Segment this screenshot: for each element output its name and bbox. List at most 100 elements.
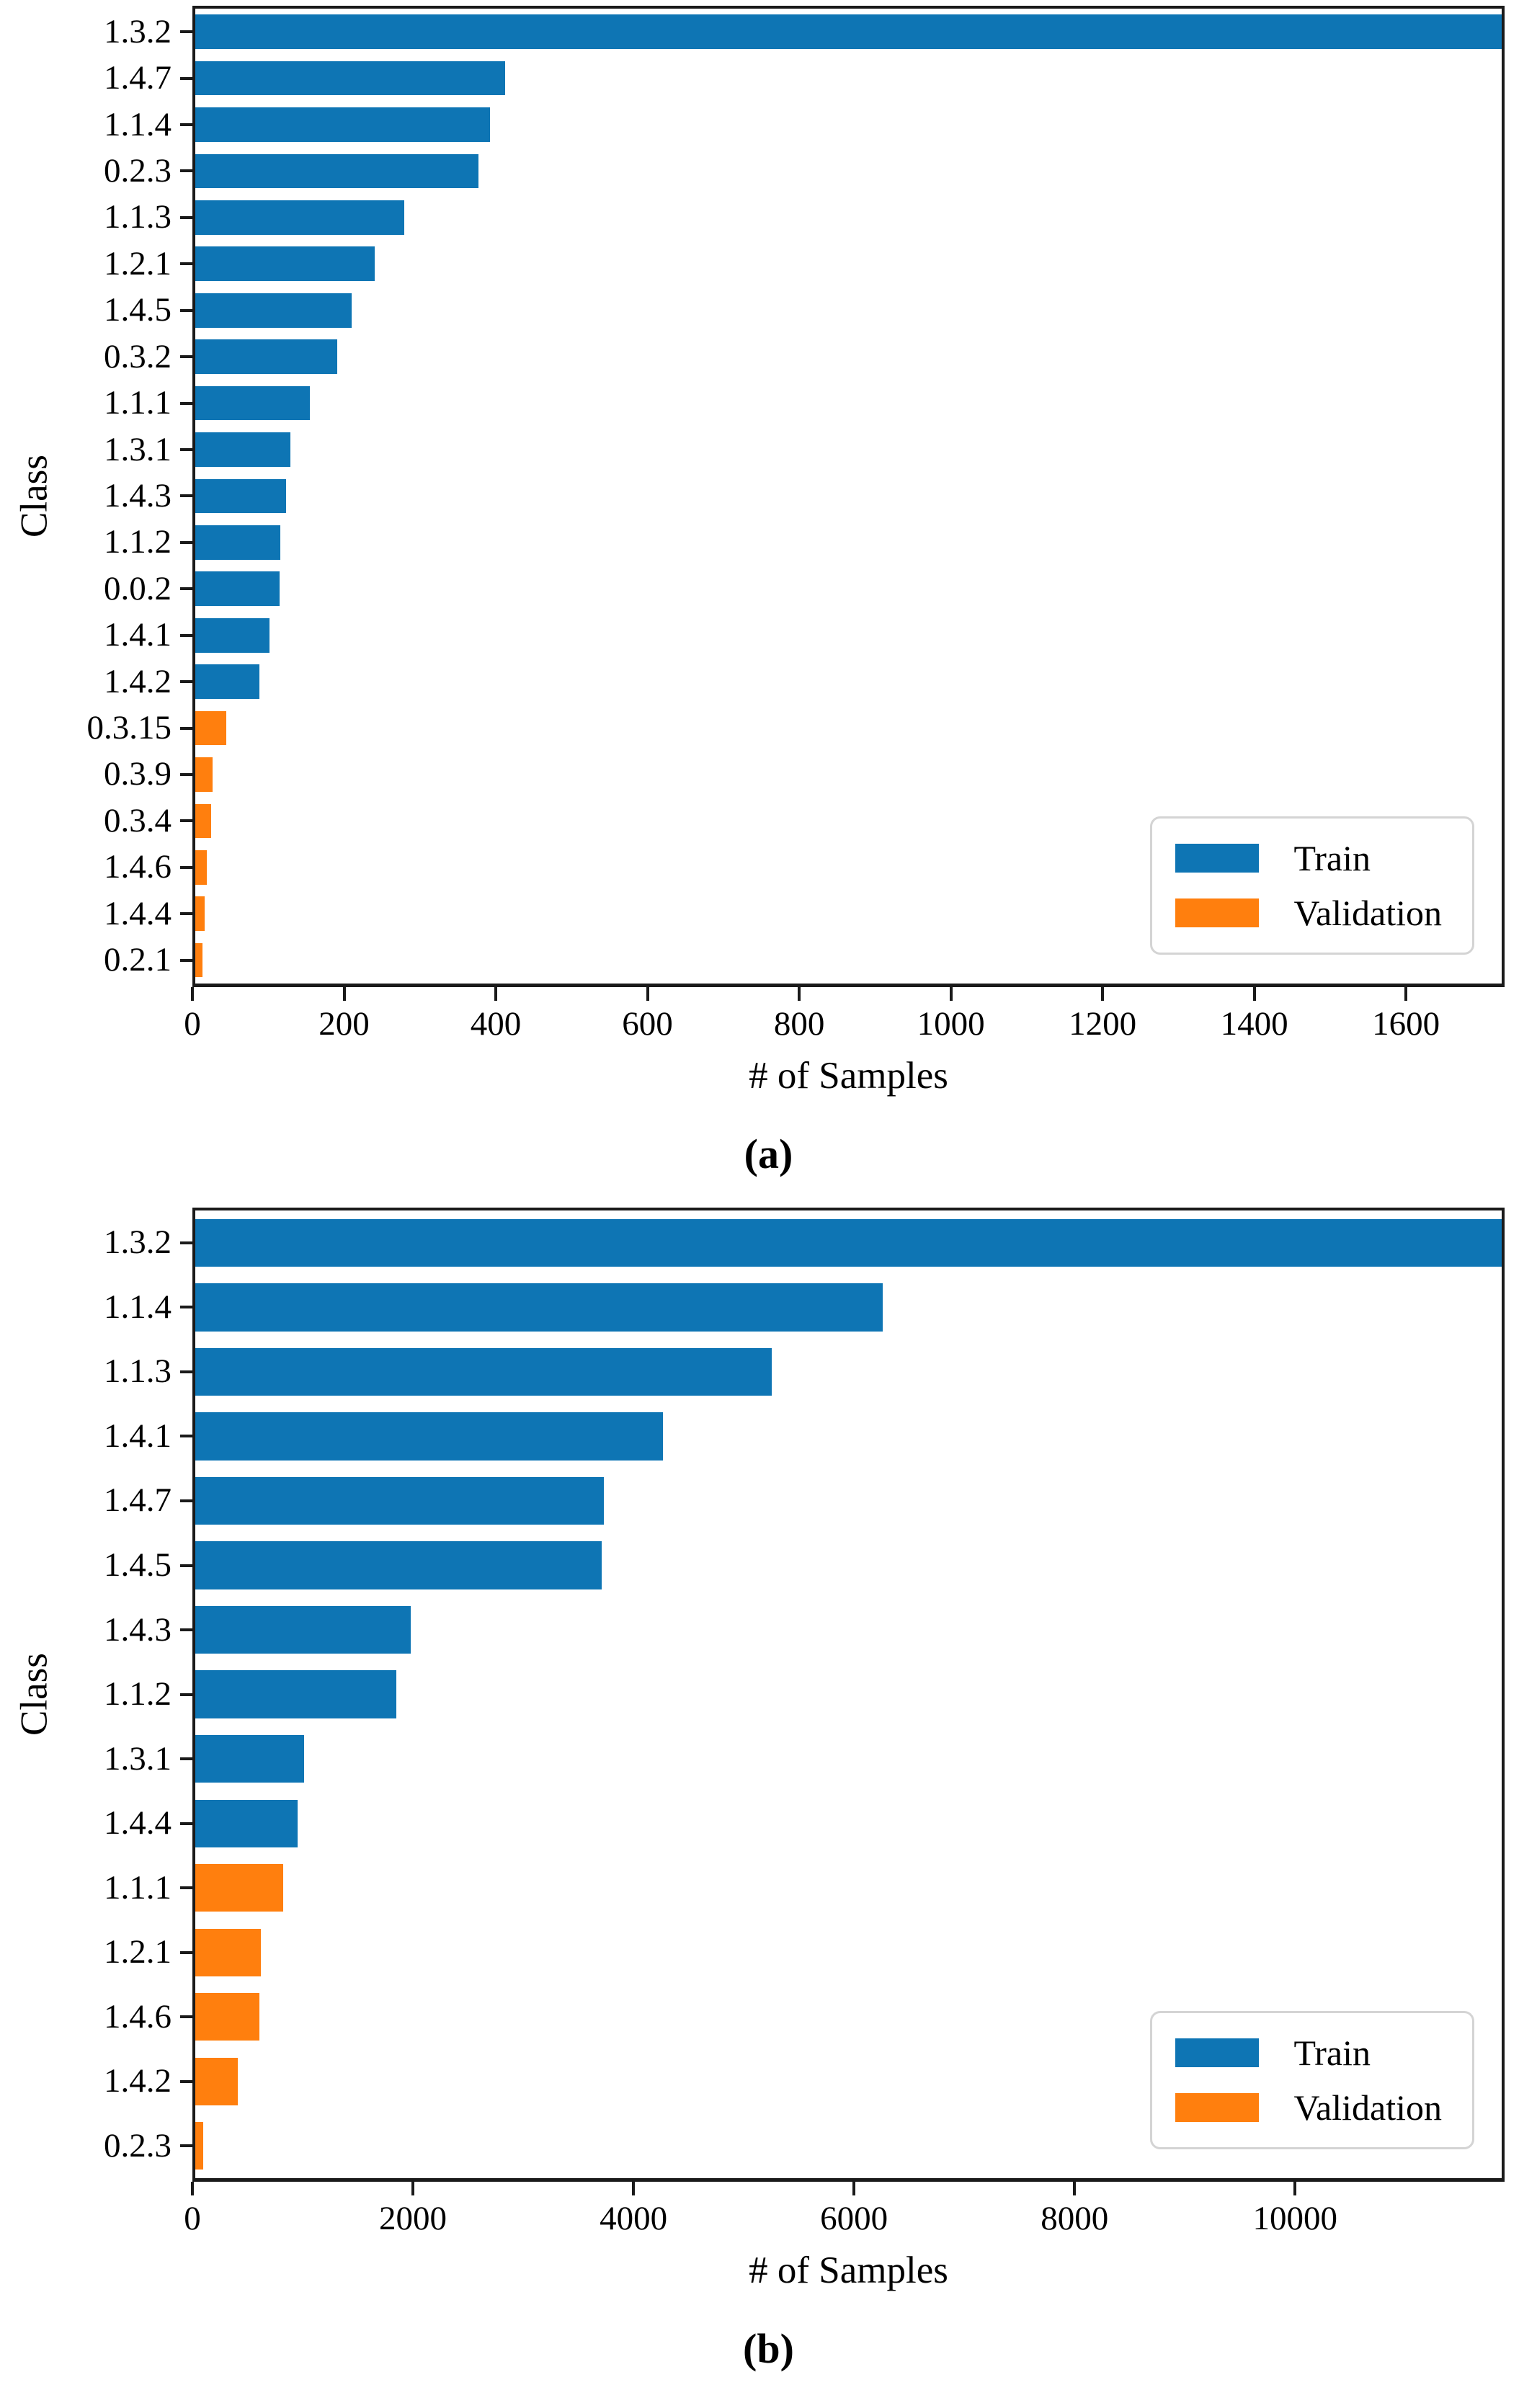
y-tick-mark [180, 1628, 192, 1632]
y-tick-mark [180, 1241, 192, 1244]
y-tick-mark [180, 2144, 192, 2148]
y-tick-mark [180, 540, 192, 544]
bar [195, 478, 286, 514]
y-tick-mark [180, 30, 192, 34]
bar [195, 200, 405, 235]
chart-caption: (a) [744, 1131, 793, 1178]
y-tick-mark [180, 494, 192, 498]
x-tick-mark [852, 2182, 856, 2196]
y-tick-label: 1.4.6 [68, 1984, 192, 2049]
legend-label: Validation [1293, 893, 1442, 933]
y-tick-text: 1.3.1 [104, 1739, 171, 1778]
bar-row [195, 334, 1502, 380]
bar-row [195, 55, 1502, 101]
y-tick-mark [180, 1370, 192, 1373]
bar-row [195, 1920, 1502, 1985]
y-tick-text: 1.1.2 [104, 1675, 171, 1713]
bar [195, 896, 205, 932]
x-tick-label: 600 [622, 1005, 673, 1043]
bar-row [195, 473, 1502, 519]
y-tick-mark [180, 2079, 192, 2083]
y-tick-mark [180, 1950, 192, 1954]
y-tick-label: 1.4.7 [68, 55, 192, 101]
y-tick-text: 1.4.7 [104, 1481, 171, 1520]
x-tick-label: 1600 [1372, 1005, 1440, 1043]
y-tick-label: 1.3.1 [68, 427, 192, 473]
y-tick-mark [180, 772, 192, 776]
y-tick-mark [180, 355, 192, 359]
y-tick-text: 1.4.1 [104, 1417, 171, 1455]
y-tick-mark [180, 448, 192, 451]
x-tick-mark [798, 987, 801, 1001]
y-tick-text: 1.1.3 [104, 1352, 171, 1391]
bar [195, 246, 375, 282]
y-tick-label: 1.4.6 [68, 844, 192, 891]
bar [195, 803, 211, 839]
x-tick-mark [1073, 2182, 1077, 2196]
y-tick-label: 0.3.2 [68, 334, 192, 380]
x-tick-label: 6000 [820, 2200, 888, 2238]
bar-row [195, 195, 1502, 241]
y-tick-mark [180, 633, 192, 637]
y-tick-mark [180, 1435, 192, 1438]
x-tick-label: 0 [184, 1005, 201, 1043]
y-tick-label: 0.2.3 [68, 2114, 192, 2179]
y-tick-mark [180, 1757, 192, 1761]
bar-row [195, 1662, 1502, 1727]
bar-row [195, 1275, 1502, 1340]
x-tick-label: 0 [184, 2200, 201, 2238]
legend-swatch [1175, 844, 1260, 873]
bar [195, 339, 338, 374]
x-tick-label: 1400 [1220, 1005, 1288, 1043]
bar-row [195, 1855, 1502, 1920]
x-tick-mark [632, 2182, 636, 2196]
y-tick-text: 1.3.2 [104, 12, 171, 50]
y-tick-mark [180, 958, 192, 962]
y-tick-mark [180, 1306, 192, 1309]
bar-row [195, 891, 1502, 937]
y-tick-label: 1.4.4 [68, 1791, 192, 1856]
y-tick-mark [180, 1564, 192, 1567]
y-tick-label: 1.3.1 [68, 1726, 192, 1791]
y-tick-text: 1.4.3 [104, 1610, 171, 1649]
bar-row [195, 427, 1502, 473]
x-tick-labels: 0 200 400 600 800 1000 1200 1400 1600 [184, 1003, 1505, 1045]
legend-entry: Train [1175, 840, 1442, 876]
bar-row [195, 241, 1502, 287]
legend-swatch [1175, 2038, 1260, 2068]
legend: Train Validation [1150, 2011, 1474, 2150]
y-tick-mark [180, 123, 192, 127]
y-tick-label: 0.0.2 [68, 566, 192, 612]
y-tick-label: 1.4.2 [68, 659, 192, 705]
y-tick-label: 1.4.1 [68, 1404, 192, 1469]
y-axis-title: Class [13, 1653, 55, 1736]
bar [195, 153, 478, 189]
bar [195, 1864, 283, 1912]
bar-row [195, 612, 1502, 658]
bars [195, 9, 1502, 984]
y-tick-labels: 1.3.2 1.1.4 1.1.3 1.4.1 1.4.7 1.4.5 1.4.3 1.1.2… [68, 1208, 192, 2182]
bar-row [195, 380, 1502, 426]
y-tick-text: 1.1.1 [104, 384, 171, 422]
bar [195, 1670, 396, 1718]
bar-row [195, 102, 1502, 148]
y-tick-text: 1.4.4 [104, 1804, 171, 1842]
plot-area: Train Validation [192, 6, 1505, 987]
bar [195, 571, 280, 607]
legend-swatch [1175, 898, 1260, 927]
bar [195, 385, 311, 421]
bar-row [195, 1404, 1502, 1469]
bar-row [195, 752, 1502, 798]
chart-caption: (b) [743, 2325, 794, 2373]
bars [195, 1210, 1502, 2178]
x-tick-mark [1404, 987, 1408, 1001]
bar-row [195, 937, 1502, 983]
bar-row [195, 1726, 1502, 1791]
bar-row [195, 1210, 1502, 1275]
y-tick-text: 1.1.4 [104, 105, 171, 143]
y-tick-label: 0.3.9 [68, 752, 192, 798]
bar-row [195, 148, 1502, 194]
y-tick-label: 0.2.3 [68, 148, 192, 194]
bar-row [195, 9, 1502, 55]
y-tick-label: 1.4.7 [68, 1468, 192, 1533]
